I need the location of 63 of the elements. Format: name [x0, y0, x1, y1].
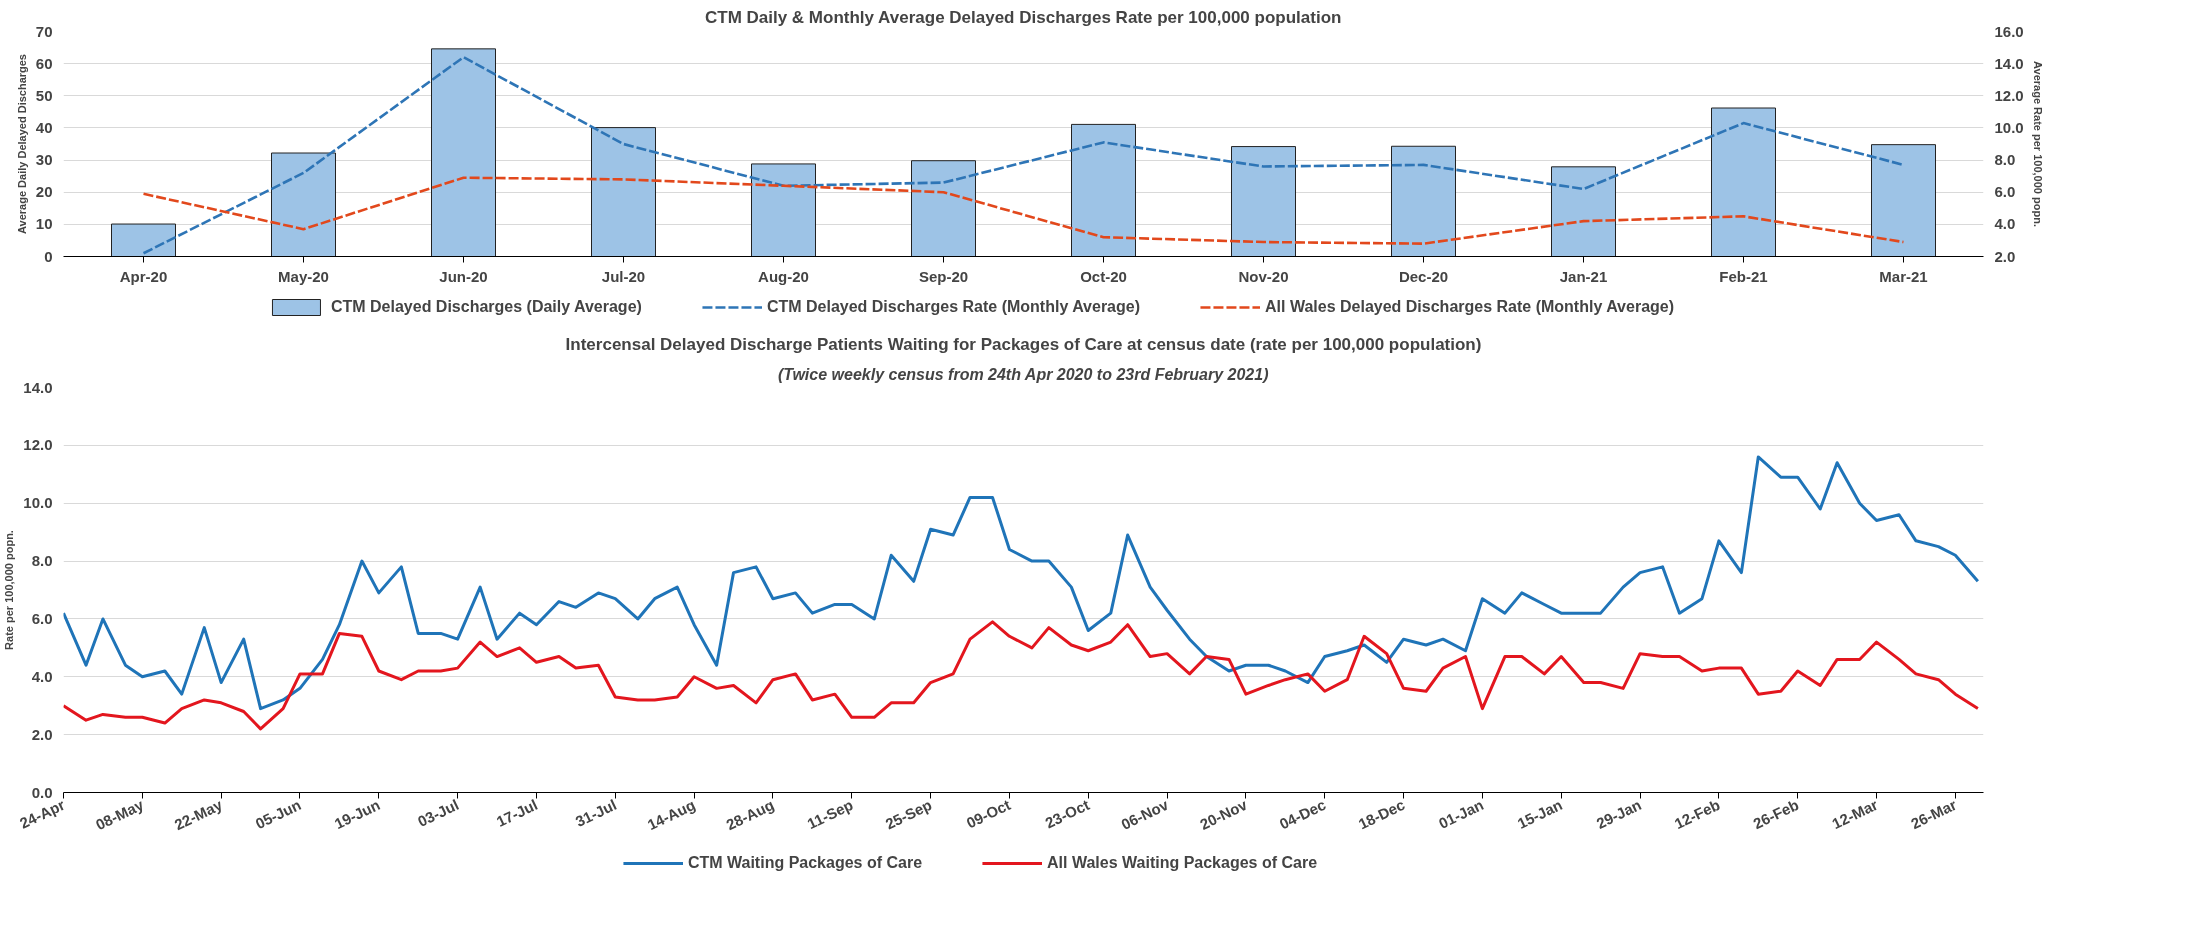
x-tick-label: Aug-20 — [758, 267, 809, 285]
x-tick-label: Oct-20 — [1080, 267, 1127, 285]
x-tick-label: Apr-20 — [119, 267, 168, 285]
y2-tick-label: 12.0 — [1994, 86, 2024, 104]
x-tick-label: Feb-21 — [1719, 267, 1768, 285]
y2-axis-title: Average Rate per 100,000 popn. — [2031, 61, 2044, 227]
line-series — [63, 455, 1980, 711]
x-tick-label: Jan-21 — [1559, 267, 1608, 285]
legend-label: CTM Delayed Discharges (Daily Average) — [330, 298, 642, 316]
bar — [271, 152, 336, 257]
legend-label: CTM Delayed Discharges Rate (Monthly Average) — [766, 298, 1141, 316]
bar — [1391, 145, 1456, 257]
y-tick-label: 0 — [44, 247, 53, 265]
legend-label: All Wales Waiting Packages of Care — [1047, 854, 1318, 872]
x-tick-label: Mar-21 — [1879, 267, 1928, 285]
y-tick-label: 8.0 — [31, 552, 53, 570]
chart-subtitle: (Twice weekly census from 24th Apr 2020 to 23rd February 2021) — [777, 365, 1269, 383]
y-axis-title: Average Daily Delayed Discharges — [15, 54, 28, 234]
x-tick-label: Sep-20 — [918, 267, 969, 285]
y-tick-label: 2.0 — [31, 725, 53, 743]
x-tick-label: Nov-20 — [1238, 267, 1289, 285]
y2-tick-label: 4.0 — [1994, 215, 2016, 233]
y-tick-label: 60 — [35, 54, 53, 72]
y-tick-label: 30 — [35, 151, 53, 169]
y-tick-label: 10 — [35, 215, 53, 233]
x-tick-label: Jul-20 — [601, 267, 646, 285]
y2-tick-label: 6.0 — [1994, 183, 2016, 201]
y-tick-label: 6.0 — [31, 609, 53, 627]
y-tick-label: 10.0 — [23, 494, 53, 512]
bar — [911, 160, 976, 257]
bar — [751, 163, 816, 257]
legend-label: All Wales Delayed Discharges Rate (Monthly Average) — [1265, 298, 1675, 316]
chart-title: Intercensal Delayed Discharge Patients Waiting for Packages of Care at census date (rate per 100,000 population) — [565, 334, 1482, 354]
y-tick-label: 70 — [35, 22, 53, 40]
y-tick-label: 40 — [35, 118, 53, 136]
line-series — [142, 55, 1905, 255]
chart-title: CTM Daily & Monthly Average Delayed Discharges Rate per 100,000 population — [704, 7, 1342, 27]
bar — [431, 48, 496, 257]
bar — [1071, 123, 1136, 257]
legend-label: CTM Waiting Packages of Care — [687, 854, 923, 872]
y2-tick-label: 14.0 — [1994, 54, 2024, 72]
y-tick-label: 20 — [35, 183, 53, 201]
y-tick-label: 4.0 — [31, 667, 53, 685]
y-tick-label: 50 — [35, 86, 53, 104]
x-tick-label: May-20 — [278, 267, 329, 285]
y-tick-label: 12.0 — [23, 436, 53, 454]
bar — [1711, 107, 1776, 257]
bar — [1551, 166, 1616, 257]
y-tick-label: 0.0 — [31, 783, 53, 801]
line-series — [63, 620, 1980, 731]
y2-tick-label: 10.0 — [1994, 118, 2024, 136]
y-axis-title: Rate per 100,000 popn. — [3, 530, 16, 650]
x-tick-label: Jun-20 — [439, 267, 488, 285]
bar — [591, 127, 656, 257]
y-tick-label: 14.0 — [23, 378, 53, 396]
y2-tick-label: 16.0 — [1994, 22, 2024, 40]
x-tick-label: Dec-20 — [1398, 267, 1449, 285]
bar — [111, 223, 176, 257]
y2-tick-label: 2.0 — [1994, 247, 2016, 265]
y2-tick-label: 8.0 — [1994, 151, 2016, 169]
bar — [1871, 144, 1936, 257]
bar — [1231, 146, 1296, 257]
line-series — [142, 176, 1905, 245]
